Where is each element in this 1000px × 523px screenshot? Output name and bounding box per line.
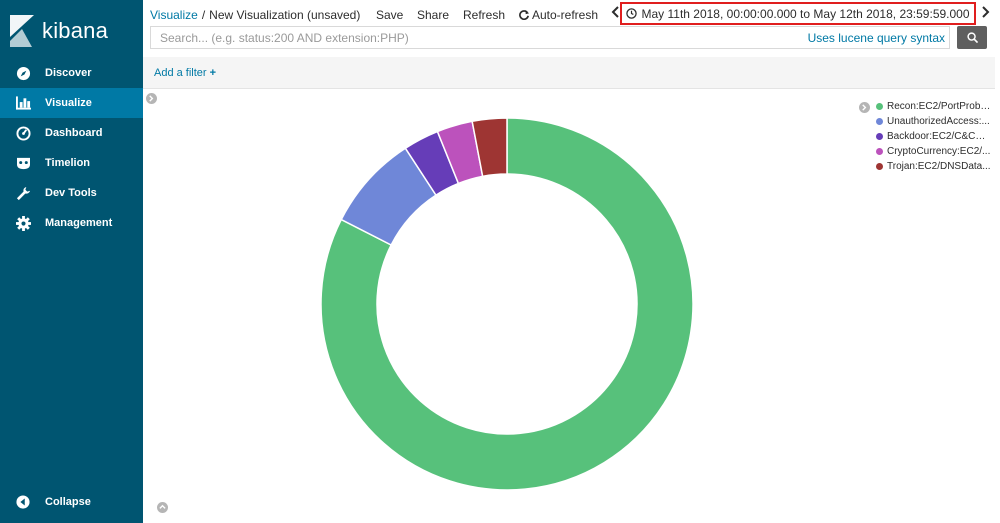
breadcrumb-separator: / — [201, 8, 206, 22]
sidebar-item-label: Management — [45, 217, 113, 229]
visualization-panel: Recon:EC2/PortProbe... UnauthorizedAccess… — [143, 89, 995, 519]
legend-item[interactable]: Trojan:EC2/DNSData... — [876, 159, 991, 174]
time-back-chevron-icon[interactable] — [611, 6, 621, 18]
sidebar-item-label: Dashboard — [45, 127, 103, 139]
filter-bar: Add a filter + — [143, 57, 995, 89]
sidebar-item-dev-tools[interactable]: Dev Tools — [0, 178, 143, 208]
auto-refresh-button[interactable]: Auto-refresh — [519, 8, 598, 22]
add-filter-button[interactable]: Add a filter + — [154, 67, 216, 79]
search-icon — [966, 32, 978, 43]
refresh-icon — [519, 10, 529, 20]
toggle-spy-button[interactable] — [157, 502, 168, 513]
lucene-syntax-link[interactable]: Uses lucene query syntax — [807, 31, 945, 45]
refresh-button[interactable]: Refresh — [463, 8, 506, 22]
breadcrumb-current: New Visualization (unsaved) — [209, 8, 361, 22]
legend-color-dot — [876, 118, 883, 125]
gauge-icon — [15, 125, 31, 141]
search-button[interactable] — [957, 26, 987, 49]
collapse-label: Collapse — [45, 496, 91, 508]
time-picker[interactable]: May 11th 2018, 00:00:00.000 to May 12th … — [620, 2, 976, 25]
chevron-right-icon — [149, 95, 154, 102]
sidebar: kibana Discover Visualize Dashboard Time… — [0, 0, 143, 523]
legend-color-dot — [876, 163, 883, 170]
legend-toggle-button[interactable] — [859, 102, 870, 113]
timelion-mask-icon — [15, 155, 31, 171]
sidebar-item-label: Dev Tools — [45, 187, 97, 199]
sidebar-item-visualize[interactable]: Visualize — [0, 88, 143, 118]
chevron-right-icon — [862, 104, 867, 111]
time-forward-chevron-icon[interactable] — [980, 6, 990, 18]
add-filter-label: Add a filter — [154, 67, 207, 79]
legend-label: Trojan:EC2/DNSData... — [887, 161, 991, 172]
top-nav: Visualize / New Visualization (unsaved) Sa… — [143, 0, 1000, 28]
sidebar-nav: Discover Visualize Dashboard Timelion De… — [0, 58, 143, 238]
legend-label: Backdoor:EC2/C&CAc... — [887, 131, 991, 142]
sidebar-item-label: Discover — [45, 67, 92, 79]
bar-chart-icon — [15, 95, 31, 111]
pie-slice-4[interactable] — [471, 117, 508, 178]
compass-icon — [15, 65, 31, 81]
pie-slice-0[interactable] — [320, 117, 694, 491]
auto-refresh-label: Auto-refresh — [532, 8, 599, 22]
plus-icon: + — [209, 67, 217, 79]
kibana-logo-icon — [10, 15, 34, 47]
legend-label: Recon:EC2/PortProbe... — [887, 101, 991, 112]
legend-label: CryptoCurrency:EC2/... — [887, 146, 991, 157]
legend-item[interactable]: UnauthorizedAccess:... — [876, 114, 991, 129]
sidebar-item-label: Visualize — [45, 97, 92, 109]
share-button[interactable]: Share — [417, 8, 450, 22]
sidebar-item-management[interactable]: Management — [0, 208, 143, 238]
chart-legend: Recon:EC2/PortProbe... UnauthorizedAccess… — [876, 99, 991, 174]
sidebar-item-dashboard[interactable]: Dashboard — [0, 118, 143, 148]
sidebar-item-label: Timelion — [45, 157, 91, 169]
legend-color-dot — [876, 103, 883, 110]
logo-text: kibana — [42, 18, 109, 43]
wrench-icon — [15, 185, 31, 201]
collapse-button[interactable]: Collapse — [0, 487, 143, 517]
chevron-up-icon — [159, 504, 166, 509]
toggle-editor-button[interactable] — [146, 93, 157, 104]
save-button[interactable]: Save — [376, 8, 404, 22]
query-bar: Uses lucene query syntax — [150, 26, 950, 49]
gear-icon — [15, 215, 31, 231]
legend-color-dot — [876, 148, 883, 155]
collapse-arrow-icon — [15, 494, 31, 510]
sidebar-item-timelion[interactable]: Timelion — [0, 148, 143, 178]
sidebar-item-discover[interactable]: Discover — [0, 58, 143, 88]
breadcrumb: Visualize / New Visualization (unsaved) — [150, 8, 360, 22]
legend-item[interactable]: Backdoor:EC2/C&CAc... — [876, 129, 991, 144]
breadcrumb-visualize-link[interactable]: Visualize — [150, 8, 198, 22]
clock-icon — [626, 8, 638, 19]
legend-item[interactable]: Recon:EC2/PortProbe... — [876, 99, 991, 114]
kibana-logo[interactable]: kibana — [10, 14, 108, 48]
legend-label: UnauthorizedAccess:... — [887, 116, 990, 127]
legend-color-dot — [876, 133, 883, 140]
donut-chart — [320, 117, 694, 491]
search-input[interactable] — [160, 31, 640, 45]
legend-item[interactable]: CryptoCurrency:EC2/... — [876, 144, 991, 159]
time-range-text: May 11th 2018, 00:00:00.000 to May 12th … — [641, 6, 970, 21]
